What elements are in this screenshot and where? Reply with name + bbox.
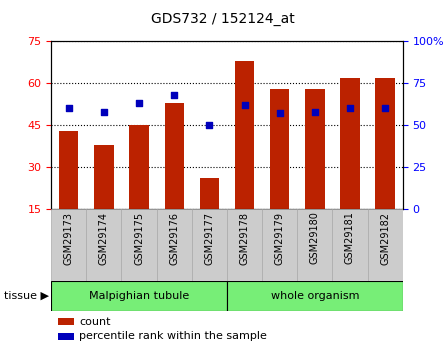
Bar	[340, 78, 360, 209]
Text: GSM29178: GSM29178	[239, 211, 250, 265]
Bar	[51, 209, 86, 281]
Text: GSM29175: GSM29175	[134, 211, 144, 265]
Text: GSM29177: GSM29177	[204, 211, 214, 265]
Bar	[332, 209, 368, 281]
Point	[276, 111, 283, 116]
Bar	[94, 145, 113, 209]
Text: percentile rank within the sample: percentile rank within the sample	[79, 331, 267, 341]
Text: count: count	[79, 317, 111, 327]
Bar	[129, 125, 149, 209]
Text: tissue ▶: tissue ▶	[4, 291, 49, 301]
Bar	[227, 209, 262, 281]
Bar	[235, 61, 254, 209]
Point	[65, 106, 73, 111]
Point	[171, 92, 178, 98]
Bar	[227, 281, 403, 310]
Text: GSM29176: GSM29176	[169, 211, 179, 265]
Bar	[157, 209, 192, 281]
Bar	[305, 89, 324, 209]
Bar	[59, 131, 78, 209]
Point	[347, 106, 354, 111]
Bar	[297, 209, 332, 281]
Bar	[376, 78, 395, 209]
Point	[101, 109, 108, 115]
Text: GSM29173: GSM29173	[64, 211, 74, 265]
Bar	[165, 103, 184, 209]
Bar	[192, 209, 227, 281]
Text: GSM29181: GSM29181	[345, 211, 355, 265]
Point	[382, 106, 389, 111]
Text: GSM29174: GSM29174	[99, 211, 109, 265]
Text: GDS732 / 152124_at: GDS732 / 152124_at	[150, 12, 295, 26]
Point	[241, 102, 248, 108]
Text: GSM29179: GSM29179	[275, 211, 285, 265]
Text: GSM29180: GSM29180	[310, 211, 320, 265]
Point	[312, 109, 319, 115]
Text: GSM29182: GSM29182	[380, 211, 390, 265]
Bar	[51, 281, 227, 310]
Text: Malpighian tubule: Malpighian tubule	[89, 291, 189, 301]
Point	[136, 100, 143, 106]
Bar	[262, 209, 297, 281]
Bar	[58, 318, 74, 325]
Bar	[200, 178, 219, 209]
Bar	[270, 89, 289, 209]
Text: whole organism: whole organism	[271, 291, 359, 301]
Point	[206, 122, 213, 128]
Bar	[86, 209, 121, 281]
Bar	[121, 209, 157, 281]
Bar	[368, 209, 403, 281]
Bar	[58, 333, 74, 340]
